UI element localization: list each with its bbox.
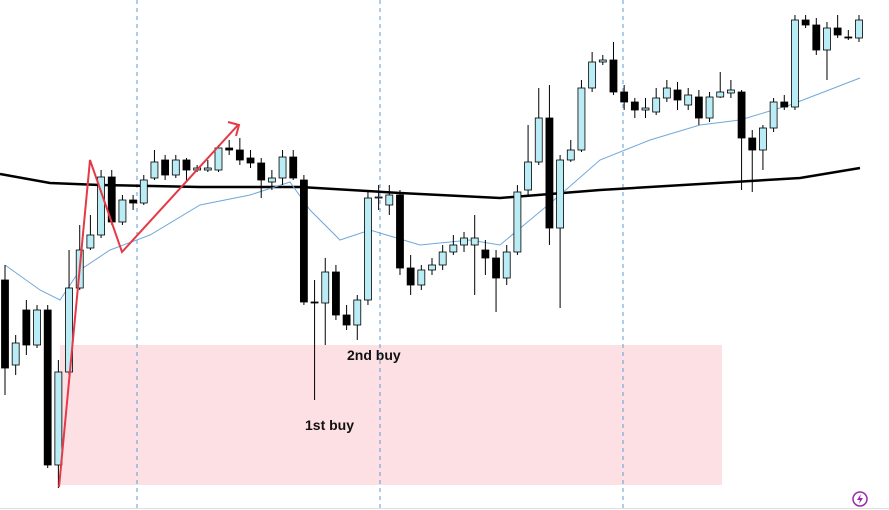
candle-body [43, 309, 52, 466]
candle-body [833, 27, 842, 36]
long-moving-average [0, 166, 861, 200]
candle-body [791, 19, 799, 108]
candle-body [235, 149, 244, 161]
candle-body [342, 314, 351, 326]
candle-body [11, 342, 20, 366]
candles [1, 15, 863, 488]
candle-body [684, 94, 693, 106]
candle-body [54, 371, 63, 466]
candle-body [299, 179, 308, 303]
candle-body [321, 271, 330, 304]
candle-body [652, 97, 661, 113]
candle-body [449, 244, 458, 253]
candle-body [203, 167, 212, 171]
candle-body [385, 194, 394, 206]
candle-body [620, 91, 629, 103]
candle-body [214, 147, 223, 171]
candle-body [396, 194, 404, 269]
candle-body [182, 159, 191, 171]
candle-body [844, 36, 853, 39]
candle-body [801, 19, 810, 26]
candle-body [705, 96, 714, 119]
candle-body [428, 264, 436, 271]
candle-body [492, 257, 500, 279]
candle-body [225, 147, 234, 151]
arrow-head [227, 121, 241, 137]
candle-body [246, 157, 255, 164]
candle-body [364, 197, 372, 301]
candle-body [150, 161, 159, 179]
candle-body [769, 101, 778, 129]
candle-body [139, 179, 148, 204]
candle-body [33, 309, 41, 346]
candle-body [694, 96, 703, 119]
logo-icon [852, 491, 868, 507]
candle-body [278, 156, 287, 179]
candle-body [332, 271, 340, 316]
candle-body [353, 299, 362, 326]
candle-body [481, 249, 490, 259]
candle-body [161, 159, 170, 176]
candle-body [257, 162, 266, 181]
candle-body [748, 137, 757, 151]
candle-body [673, 89, 682, 101]
candle-body [438, 251, 447, 266]
candle-body [609, 59, 618, 93]
candle-body [310, 301, 319, 304]
annotation: 2nd buy [347, 347, 401, 363]
path-arrow [58, 124, 239, 488]
candle-body [86, 234, 95, 249]
candle-body [289, 156, 298, 179]
candle-body [97, 176, 105, 236]
buy-zone [60, 345, 722, 485]
candle-body [534, 117, 543, 163]
candle-body [460, 237, 468, 246]
candle-body [780, 101, 789, 108]
candle-body [545, 117, 554, 229]
candle-body [662, 87, 671, 99]
candle-body [129, 199, 138, 204]
candle-body [22, 309, 31, 346]
candle-body [171, 159, 180, 176]
candle-body [566, 149, 575, 161]
candle-body [598, 59, 607, 63]
candle-body [577, 87, 586, 151]
candle-body [737, 91, 746, 139]
candle-body [1, 279, 9, 369]
candle-body [524, 161, 532, 191]
session-lines [136, 0, 624, 510]
candle-body [470, 237, 479, 246]
candle-body [502, 251, 511, 279]
candle-body [812, 24, 821, 51]
candle-body [716, 91, 725, 98]
candle-body [118, 199, 127, 223]
candle-body [588, 61, 597, 89]
candle-body [641, 107, 650, 111]
candle-body [267, 177, 276, 183]
candle-body [374, 196, 383, 199]
annotation: 1st buy [305, 417, 354, 433]
candle-body [759, 127, 767, 151]
candle-body [513, 191, 522, 253]
candle-body [556, 159, 564, 229]
candle-body [406, 267, 415, 286]
candle-body [823, 27, 831, 51]
candle-body [855, 19, 863, 39]
candle-body [727, 89, 735, 94]
candle-body [630, 101, 639, 111]
candle-body [417, 269, 426, 286]
